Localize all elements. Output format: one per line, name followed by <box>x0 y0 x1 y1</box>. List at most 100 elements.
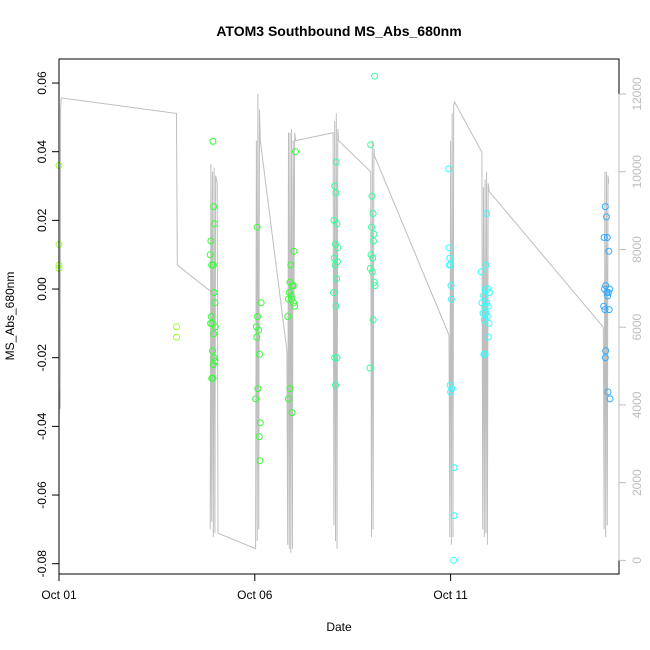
data-point <box>287 261 295 269</box>
plot-frame <box>58 58 620 575</box>
data-point <box>255 326 263 334</box>
data-point <box>482 309 490 317</box>
data-point <box>606 395 614 403</box>
data-point <box>206 251 214 259</box>
data-point <box>332 158 340 166</box>
data-point <box>332 381 339 389</box>
data-point <box>445 244 453 252</box>
data-point <box>483 299 491 307</box>
data-point <box>370 237 377 245</box>
x-tick-label: Oct 06 <box>237 588 273 602</box>
data-point <box>484 302 492 310</box>
data-point <box>207 313 215 320</box>
data-point <box>485 289 493 296</box>
data-point <box>290 299 298 307</box>
data-point <box>210 203 218 211</box>
y-tick-label: 0.06 <box>35 71 49 95</box>
data-point <box>211 220 218 228</box>
data-point <box>256 419 264 427</box>
data-point <box>481 285 489 293</box>
x-tick-label: Oct 11 <box>433 588 468 602</box>
y-tick-label: -0.04 <box>35 412 49 440</box>
y-axis-label: MS_Abs_680nm <box>3 272 17 361</box>
data-point <box>369 210 377 217</box>
data-point <box>209 361 217 369</box>
data-point <box>368 223 375 231</box>
data-point <box>209 137 217 145</box>
data-point <box>368 192 376 200</box>
data-point <box>210 289 218 296</box>
data-point <box>284 313 292 320</box>
data-point <box>600 302 608 310</box>
data-point <box>371 282 379 290</box>
data-point <box>450 512 458 520</box>
data-point <box>605 247 613 255</box>
y-tick-label: -0.02 <box>35 344 49 372</box>
y2-tick-label: 8000 <box>630 236 644 263</box>
data-point <box>447 388 455 396</box>
data-point <box>332 302 340 310</box>
y-axis-right: 0 2000 4000 6000 8000 10000 12000 <box>618 77 644 564</box>
data-point <box>254 313 261 320</box>
y2-tick-label: 6000 <box>630 314 644 341</box>
data-point <box>605 306 613 314</box>
data-point <box>333 220 341 228</box>
y2-tick-label: 4000 <box>630 391 644 418</box>
data-point <box>209 261 217 269</box>
data-point <box>483 210 491 217</box>
scatter-points <box>55 72 614 564</box>
data-point <box>256 350 263 358</box>
depth-trace <box>58 93 610 553</box>
data-point <box>371 72 379 80</box>
data-point <box>447 295 455 303</box>
data-point <box>211 323 219 331</box>
chart-title: ATOM3 Southbound MS_Abs_680nm <box>216 23 461 39</box>
data-point <box>446 254 454 262</box>
data-point <box>285 289 293 296</box>
depth-line <box>58 93 610 553</box>
data-point <box>604 289 612 296</box>
y-axis-left: 0.06 0.04 0.02 0.00 -0.02 -0.04 -0.06 -0.08 <box>35 71 60 578</box>
y-tick-label: -0.08 <box>35 550 49 578</box>
data-point <box>445 165 453 173</box>
data-point <box>253 333 261 341</box>
data-point <box>330 289 337 296</box>
x-axis: Oct 01 Oct 06 Oct 11 <box>41 573 468 602</box>
data-point <box>601 203 609 211</box>
y-tick-label: -0.06 <box>35 481 49 509</box>
data-point <box>288 295 296 303</box>
data-point <box>603 234 611 241</box>
y2-tick-label: 0 <box>630 557 644 564</box>
y-tick-label: 0.00 <box>35 277 49 301</box>
data-point <box>332 189 340 197</box>
data-point <box>485 319 493 327</box>
data-point <box>288 409 296 417</box>
data-point <box>604 388 612 396</box>
data-point <box>333 275 341 283</box>
data-point <box>480 292 487 300</box>
x-tick-label: Oct 01 <box>41 588 77 602</box>
data-point <box>210 354 218 362</box>
y2-tick-label: 12000 <box>630 77 644 111</box>
data-point <box>482 261 490 269</box>
data-point <box>211 299 219 307</box>
data-point <box>369 316 377 324</box>
data-point <box>481 302 489 310</box>
data-point <box>446 381 454 389</box>
data-point <box>209 374 217 382</box>
data-point <box>256 457 264 465</box>
data-point <box>480 316 488 324</box>
data-point <box>602 347 610 355</box>
x-axis-label: Date <box>326 620 352 634</box>
data-point <box>254 385 262 393</box>
data-point <box>173 323 180 331</box>
data-point <box>600 234 608 241</box>
data-point <box>255 433 263 441</box>
data-point <box>601 306 609 314</box>
data-point <box>291 302 299 310</box>
y2-tick-label: 10000 <box>630 155 644 189</box>
data-point <box>207 237 215 245</box>
data-point <box>211 357 219 365</box>
data-point <box>447 282 455 290</box>
